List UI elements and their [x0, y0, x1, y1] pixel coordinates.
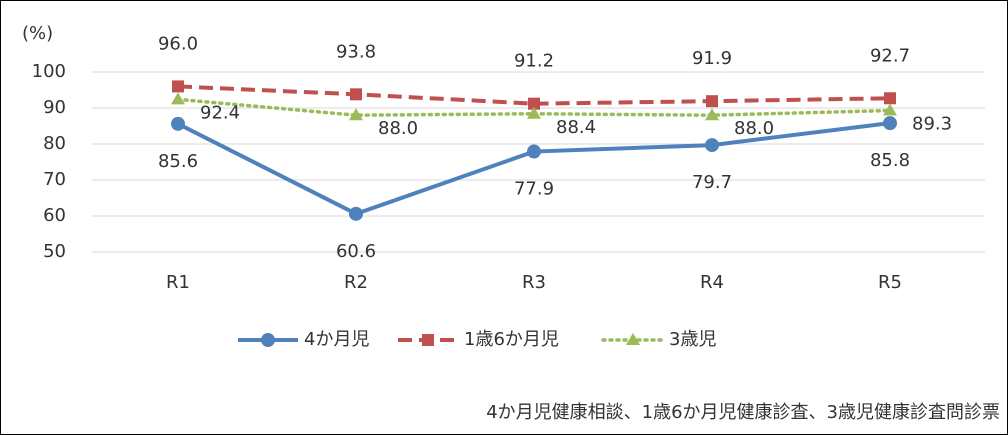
- y-tick-label: 60: [43, 205, 66, 226]
- data-label: 85.8: [870, 150, 910, 171]
- y-axis-label: (%): [22, 23, 53, 44]
- data-point: [706, 95, 718, 108]
- data-label: 88.0: [378, 118, 418, 139]
- x-tick-label: R4: [700, 272, 724, 293]
- data-label: 89.3: [912, 114, 952, 135]
- legend-marker: [422, 334, 434, 346]
- x-tick-label: R1: [166, 272, 190, 293]
- y-tick-label: 70: [43, 169, 66, 190]
- legend-marker: [261, 333, 275, 347]
- x-tick-label: R2: [344, 272, 368, 293]
- data-label: 91.9: [692, 48, 732, 69]
- caption: 4か月児健康相談、1歳6か月児健康診査、3歳児健康診査問診票: [486, 402, 1000, 423]
- data-point: [883, 116, 897, 131]
- legend-marker: [626, 333, 640, 345]
- data-point: [883, 103, 897, 116]
- y-tick-label: 90: [43, 97, 66, 118]
- legend-label: 4か月児: [304, 329, 369, 350]
- data-label: 88.4: [556, 117, 596, 138]
- data-point: [171, 92, 185, 105]
- data-label: 91.2: [514, 51, 554, 72]
- x-tick-label: R5: [878, 272, 902, 293]
- data-label: 92.4: [200, 102, 240, 123]
- data-point: [349, 108, 363, 121]
- legend-label: 1歳6か月児: [464, 329, 559, 350]
- y-tick-label: 80: [43, 133, 66, 154]
- series-line: [177, 84, 891, 106]
- legend-label: 3歳児: [669, 329, 716, 350]
- data-label: 85.6: [158, 151, 198, 172]
- data-point: [884, 92, 896, 105]
- data-label: 93.8: [336, 41, 376, 62]
- data-point: [528, 97, 540, 110]
- data-point: [171, 116, 185, 131]
- data-label: 60.6: [336, 241, 376, 262]
- x-tick-label: R3: [522, 272, 546, 293]
- y-tick-label: 100: [32, 61, 66, 82]
- data-label: 77.9: [514, 179, 554, 200]
- data-label: 96.0: [158, 33, 198, 54]
- data-point: [705, 108, 719, 121]
- data-point: [349, 206, 363, 221]
- data-point: [527, 144, 541, 159]
- data-point: [527, 106, 541, 119]
- data-point: [705, 138, 719, 153]
- data-label: 92.7: [870, 45, 910, 66]
- y-tick-label: 50: [43, 241, 66, 262]
- data-label: 88.0: [734, 118, 774, 139]
- data-point: [172, 80, 184, 93]
- data-point: [350, 88, 362, 101]
- data-label: 79.7: [692, 172, 732, 193]
